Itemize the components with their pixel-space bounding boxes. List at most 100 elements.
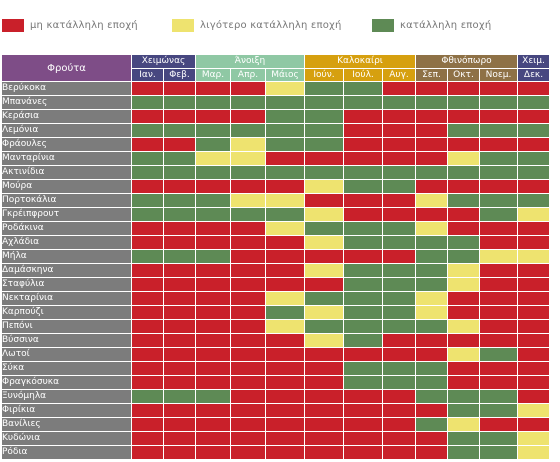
table-row: Πορτοκάλια bbox=[2, 194, 549, 207]
table-row: Κυδώνια bbox=[2, 432, 549, 445]
season-cell bbox=[518, 376, 549, 389]
season-cell bbox=[305, 348, 343, 361]
season-cell bbox=[344, 376, 382, 389]
season-cell bbox=[196, 432, 230, 445]
month-header: Ιούν. bbox=[305, 68, 343, 81]
season-cell bbox=[231, 194, 265, 207]
season-cell bbox=[266, 390, 304, 403]
month-header: Ιούλ. bbox=[344, 68, 382, 81]
month-header: Ιαν. bbox=[132, 68, 163, 81]
season-cell bbox=[266, 82, 304, 95]
table-row: Μπανάνες bbox=[2, 96, 549, 109]
season-cell bbox=[266, 166, 304, 179]
season-cell bbox=[164, 124, 195, 137]
fruit-name: Πορτοκάλια bbox=[2, 194, 131, 207]
season-cell bbox=[196, 306, 230, 319]
season-cell bbox=[164, 152, 195, 165]
season-cell bbox=[196, 208, 230, 221]
season-cell bbox=[305, 222, 343, 235]
season-cell bbox=[305, 390, 343, 403]
legend-label-less-suitable: λιγότερο κατάλληλη εποχή bbox=[200, 19, 342, 31]
season-cell bbox=[196, 334, 230, 347]
season-cell bbox=[196, 82, 230, 95]
fruit-name: Βανίλιες bbox=[2, 418, 131, 431]
season-cell bbox=[383, 166, 415, 179]
season-cell bbox=[266, 320, 304, 333]
season-cell bbox=[480, 194, 517, 207]
season-cell bbox=[416, 236, 447, 249]
fruit-name: Μανταρίνια bbox=[2, 152, 131, 165]
season-cell bbox=[518, 180, 549, 193]
season-cell bbox=[132, 236, 163, 249]
season-cell bbox=[164, 208, 195, 221]
season-cell bbox=[448, 96, 479, 109]
season-cell bbox=[344, 166, 382, 179]
season-cell bbox=[344, 194, 382, 207]
season-cell bbox=[480, 124, 517, 137]
season-cell bbox=[132, 166, 163, 179]
season-cell bbox=[383, 376, 415, 389]
season-cell bbox=[196, 96, 230, 109]
season-cell bbox=[383, 152, 415, 165]
season-cell bbox=[518, 432, 549, 445]
season-cell bbox=[383, 306, 415, 319]
season-cell bbox=[305, 334, 343, 347]
season-cell bbox=[416, 166, 447, 179]
fruit-name: Λεμόνια bbox=[2, 124, 131, 137]
season-cell bbox=[480, 390, 517, 403]
season-cell bbox=[305, 166, 343, 179]
season-cell bbox=[518, 292, 549, 305]
table-row: Μήλα bbox=[2, 250, 549, 263]
season-cell bbox=[305, 194, 343, 207]
season-cell bbox=[164, 166, 195, 179]
legend-swatch-suitable bbox=[372, 18, 394, 32]
legend-item-suitable: κατάλληλη εποχή bbox=[372, 18, 491, 32]
season-cell bbox=[416, 446, 447, 459]
season-cell bbox=[344, 362, 382, 375]
table-row: Πεπόνι bbox=[2, 320, 549, 333]
season-cell bbox=[196, 236, 230, 249]
season-cell bbox=[132, 208, 163, 221]
season-cell bbox=[266, 278, 304, 291]
season-cell bbox=[266, 306, 304, 319]
season-cell bbox=[164, 306, 195, 319]
season-cell bbox=[480, 306, 517, 319]
table-row: Ξυνόμηλα bbox=[2, 390, 549, 403]
season-cell bbox=[480, 138, 517, 151]
table-row: Ρόδια bbox=[2, 446, 549, 459]
season-cell bbox=[344, 446, 382, 459]
season-cell bbox=[383, 138, 415, 151]
season-cell bbox=[448, 138, 479, 151]
table-row: Φιρίκια bbox=[2, 404, 549, 417]
fruit-name: Μούρα bbox=[2, 180, 131, 193]
season-cell bbox=[448, 348, 479, 361]
season-cell bbox=[305, 82, 343, 95]
season-cell bbox=[132, 404, 163, 417]
season-cell bbox=[448, 166, 479, 179]
season-cell bbox=[518, 278, 549, 291]
season-cell bbox=[344, 292, 382, 305]
season-cell bbox=[383, 432, 415, 445]
season-cell bbox=[344, 432, 382, 445]
season-cell bbox=[305, 138, 343, 151]
season-cell bbox=[266, 124, 304, 137]
season-cell bbox=[164, 404, 195, 417]
season-cell bbox=[518, 124, 549, 137]
season-cell bbox=[231, 208, 265, 221]
fruit-name: Κυδώνια bbox=[2, 432, 131, 445]
season-cell bbox=[480, 334, 517, 347]
season-cell bbox=[416, 208, 447, 221]
season-cell bbox=[132, 362, 163, 375]
season-cell bbox=[164, 236, 195, 249]
season-cell bbox=[266, 96, 304, 109]
season-cell bbox=[266, 250, 304, 263]
season-cell bbox=[266, 110, 304, 123]
fruit-name: Γκρέιπφρουτ bbox=[2, 208, 131, 221]
season-cell bbox=[480, 348, 517, 361]
season-cell bbox=[305, 404, 343, 417]
season-cell bbox=[344, 264, 382, 277]
season-cell bbox=[231, 250, 265, 263]
table-row: Φράουλες bbox=[2, 138, 549, 151]
season-cell bbox=[231, 222, 265, 235]
fruit-name: Βύσσινα bbox=[2, 334, 131, 347]
